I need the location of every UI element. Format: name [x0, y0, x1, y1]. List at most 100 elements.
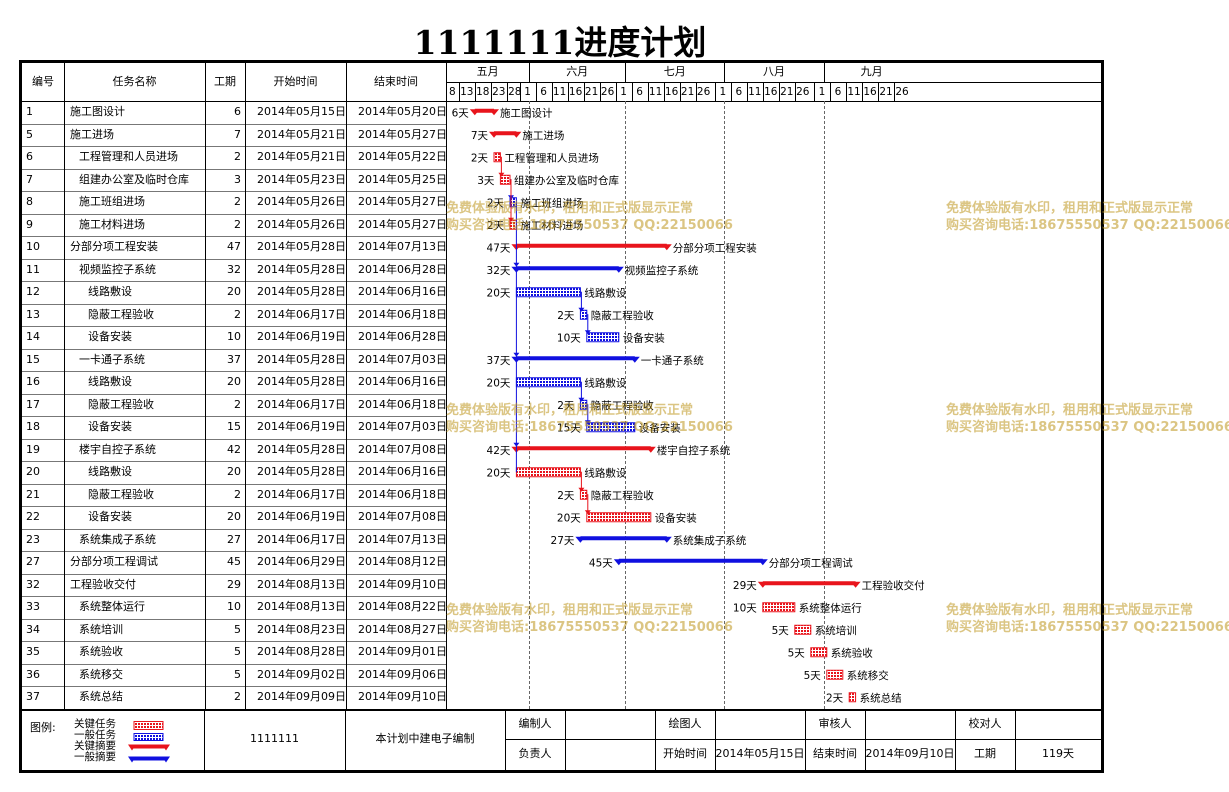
task-name: 工程管理和人员进场	[79, 150, 178, 163]
row-divider	[22, 551, 446, 552]
summary-bar	[494, 131, 517, 136]
task-start: 2014年08月28日	[257, 645, 346, 658]
tick-label: 26	[895, 86, 909, 98]
row-divider	[22, 371, 446, 372]
row-divider	[22, 461, 446, 462]
footer-label-owner: 负责人	[518, 747, 552, 761]
task-start: 2014年06月19日	[257, 330, 346, 343]
task-name: 设备安装	[88, 510, 132, 523]
bar-duration-label: 5天	[772, 625, 790, 637]
task-id: 23	[26, 532, 40, 546]
task-end: 2014年05月25日	[358, 172, 447, 186]
task-id: 8	[26, 195, 33, 208]
task-id: 21	[26, 487, 40, 501]
task-name: 隐蔽工程验收	[88, 397, 154, 411]
tick-divider	[567, 82, 569, 101]
dependency-arrow	[513, 442, 520, 447]
task-duration: 5	[234, 645, 241, 658]
task-name: 系统移交	[79, 667, 123, 681]
watermark-line: 免费体验版有水印，租用和正式版显示正常	[446, 201, 694, 216]
task-start: 2014年05月21日	[257, 127, 346, 141]
task-end: 2014年05月27日	[358, 195, 447, 208]
task-name: 施工班组进场	[79, 195, 145, 208]
task-end: 2014年07月08日	[358, 442, 447, 456]
tick-label: 11	[648, 86, 663, 98]
task-start: 2014年05月28日	[257, 262, 346, 276]
task-name: 设备安装	[88, 330, 132, 343]
legend-normal-summary-cap	[162, 756, 170, 763]
task-start: 2014年05月26日	[257, 195, 346, 208]
bar-task-label: 系统移交	[847, 669, 889, 682]
bar-duration-label: 2天	[487, 197, 505, 209]
summary-start-cap	[757, 581, 768, 588]
plan-note: 本计划中建电子编制	[375, 732, 475, 746]
tick-divider	[862, 82, 863, 101]
task-id: 6	[26, 150, 33, 163]
bar-duration-label: 7天	[471, 130, 489, 142]
task-name: 系统集成子系统	[79, 532, 156, 546]
legend-item-label: 关键任务	[74, 717, 116, 730]
tick-divider	[599, 82, 601, 101]
bar-task-label: 系统验收	[831, 646, 873, 659]
task-duration: 10	[227, 330, 241, 343]
task-duration: 37	[227, 352, 241, 366]
tick-label: 23	[492, 86, 506, 98]
dependency-line	[510, 179, 512, 219]
task-id: 17	[26, 397, 40, 411]
header-end: 结束时间	[374, 75, 418, 88]
month-gridline	[625, 101, 627, 709]
task-bar	[810, 647, 828, 658]
summary-bar	[516, 446, 651, 451]
task-duration: 2	[234, 690, 241, 703]
month-label: 七月	[663, 65, 686, 78]
tick-label: 26	[796, 86, 810, 98]
tick-label: 8	[449, 86, 456, 98]
tick-label: 11	[847, 86, 861, 98]
task-start: 2014年05月28日	[257, 352, 346, 366]
tick-label: 18	[476, 86, 490, 98]
task-name: 设备安装	[88, 420, 132, 433]
watermark-text: 免费体验版有水印，租用和正式版显示正常 购买咨询电话:18675550537 QQ…	[946, 200, 1229, 234]
tick-divider	[878, 82, 879, 101]
summary-end-cap	[661, 244, 672, 251]
watermark-line: 购买咨询电话:18675550537 QQ:22150066	[946, 218, 1229, 233]
tick-label: 1	[524, 86, 531, 98]
legend-item-label: 关键摘要	[74, 739, 116, 752]
task-name: 楼宇自控子系统	[79, 442, 156, 456]
footer-label-end: 结束时间	[813, 747, 857, 761]
legend-normal-summary-cap	[128, 756, 136, 763]
bar-duration-label: 10天	[557, 332, 581, 344]
tick-label: 6	[834, 86, 842, 98]
legend-critical-summary-swatch	[132, 744, 166, 749]
task-end: 2014年06月18日	[358, 397, 447, 411]
header-name: 任务名称	[112, 75, 157, 88]
summary-end-cap	[645, 446, 656, 453]
task-duration: 3	[234, 172, 241, 186]
task-end: 2014年06月18日	[358, 487, 447, 501]
task-name: 线路敷设	[88, 375, 132, 388]
task-end: 2014年05月27日	[358, 127, 447, 141]
month-gridline	[724, 101, 726, 709]
dependency-arrow	[498, 172, 505, 177]
task-end: 2014年05月22日	[358, 150, 447, 163]
task-start: 2014年05月28日	[257, 442, 346, 456]
tick-label: 16	[664, 86, 679, 98]
bar-duration-label: 2天	[826, 692, 844, 704]
dependency-arrow	[578, 307, 585, 312]
row-divider	[22, 303, 446, 305]
task-bar	[794, 624, 812, 635]
row-divider	[22, 641, 446, 642]
task-name: 线路敷设	[88, 465, 132, 478]
summary-start-cap	[489, 131, 499, 138]
watermark-line: 购买咨询电话:18675550537 QQ:22150066	[946, 420, 1229, 435]
task-start: 2014年06月17日	[257, 307, 346, 321]
watermark-line: 购买咨询电话:18675550537 QQ:22150066	[446, 420, 733, 435]
bar-task-label: 工程验收交付	[862, 579, 925, 592]
bar-duration-label: 5天	[788, 647, 806, 659]
task-id: 16	[26, 375, 40, 388]
task-id: 13	[26, 307, 40, 321]
bar-task-label: 隐蔽工程验收	[591, 309, 654, 322]
row-divider	[22, 686, 446, 687]
tick-label: 21	[780, 86, 794, 98]
header-id: 编号	[32, 75, 54, 88]
